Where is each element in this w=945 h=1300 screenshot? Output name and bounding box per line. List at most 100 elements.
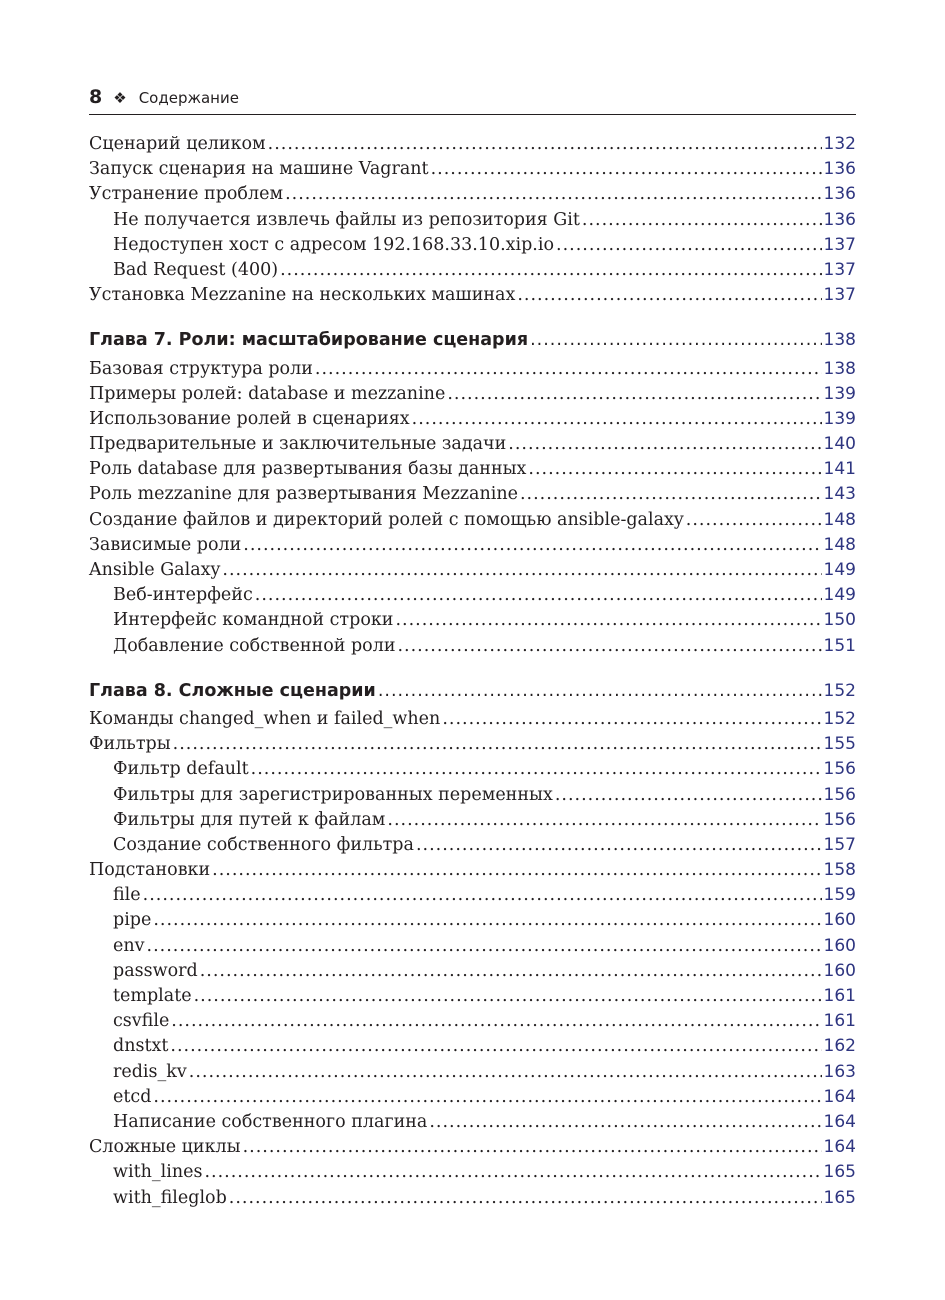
dot-leader bbox=[686, 508, 822, 533]
entry-page-number: 149 bbox=[823, 560, 856, 580]
dot-leader bbox=[447, 382, 821, 407]
toc-entry[interactable]: Фильтр default 156 bbox=[89, 757, 856, 782]
entry-title: Создание собственного фильтра bbox=[113, 834, 414, 855]
dot-leader bbox=[397, 634, 821, 659]
toc-entry[interactable]: etcd 164 bbox=[89, 1085, 856, 1110]
entry-title: with_lines bbox=[113, 1162, 203, 1183]
entry-page-number: 150 bbox=[823, 610, 856, 631]
entry-page-number: 139 bbox=[823, 408, 856, 429]
toc-entry[interactable]: Не получается извлечь файлы из репозитор… bbox=[89, 208, 856, 233]
toc-entry[interactable]: Роль mezzanine для развертывания Mezzani… bbox=[89, 482, 856, 507]
entry-page-number: 160 bbox=[823, 910, 856, 931]
dot-leader bbox=[517, 283, 821, 308]
toc-entry[interactable]: Создание собственного фильтра 157 bbox=[89, 833, 856, 858]
dot-leader bbox=[555, 783, 822, 808]
entry-page-number: 140 bbox=[823, 434, 856, 455]
dot-leader bbox=[508, 432, 821, 457]
dot-leader bbox=[147, 934, 822, 959]
toc-entry[interactable]: Недоступен хост с адресом 192.168.33.10.… bbox=[89, 233, 856, 258]
toc-entry[interactable]: pipe 160 bbox=[89, 908, 856, 933]
entry-page-number: 157 bbox=[823, 834, 856, 855]
entry-page-number: 156 bbox=[823, 784, 856, 805]
entry-title: Роль database для развертывания базы дан… bbox=[89, 459, 527, 480]
entry-page-number: 159 bbox=[823, 885, 856, 906]
toc-entry[interactable]: Команды changed_when и failed_when 152 bbox=[89, 707, 856, 732]
toc-entry[interactable]: Подстановки 158 bbox=[89, 858, 856, 883]
entry-title: template bbox=[113, 986, 192, 1006]
toc-entry[interactable]: redis_kv 163 bbox=[89, 1060, 856, 1085]
entry-title: Написание собственного плагина bbox=[113, 1111, 428, 1132]
toc-entry[interactable]: Устранение проблем 136 bbox=[89, 182, 856, 207]
dot-leader bbox=[212, 858, 821, 883]
dot-leader bbox=[204, 1160, 821, 1185]
toc-entry[interactable]: template 161 bbox=[89, 984, 856, 1009]
entry-title: pipe bbox=[113, 910, 152, 931]
entry-page-number: 164 bbox=[823, 1137, 856, 1158]
entry-title: Установка Mezzanine на нескольких машина… bbox=[89, 285, 516, 306]
toc-entry[interactable]: Использование ролей в сценариях 139 bbox=[89, 407, 856, 432]
dot-leader bbox=[153, 908, 821, 933]
dot-leader bbox=[530, 328, 821, 353]
toc-entry[interactable]: Фильтры для зарегистрированных переменны… bbox=[89, 783, 856, 808]
dot-leader bbox=[431, 157, 822, 182]
toc-entry[interactable]: Роль database для развертывания базы дан… bbox=[89, 457, 856, 482]
entry-title: dnstxt bbox=[113, 1036, 169, 1057]
dot-leader bbox=[412, 407, 822, 432]
toc-entry[interactable]: Предварительные и заключительные задачи 1… bbox=[89, 432, 856, 457]
entry-page-number: 161 bbox=[823, 1011, 856, 1032]
toc-entry[interactable]: password 160 bbox=[89, 959, 856, 984]
dot-leader bbox=[194, 984, 822, 1009]
dot-leader bbox=[243, 1135, 822, 1160]
toc-entry[interactable]: Сложные циклы 164 bbox=[89, 1135, 856, 1160]
entry-page-number: 156 bbox=[823, 809, 856, 830]
toc-entry[interactable]: Написание собственного плагина 164 bbox=[89, 1110, 856, 1135]
toc-entry[interactable]: Запуск сценария на машине Vagrant 136 bbox=[89, 157, 856, 182]
toc-entry[interactable]: csvfile 161 bbox=[89, 1009, 856, 1034]
toc-entry[interactable]: Создание файлов и директорий ролей с пом… bbox=[89, 508, 856, 533]
entry-page-number: 151 bbox=[823, 635, 856, 656]
toc-entry[interactable]: dnstxt 162 bbox=[89, 1034, 856, 1059]
dot-leader bbox=[243, 533, 821, 558]
dot-leader bbox=[416, 833, 822, 858]
toc-chapter-entry[interactable]: Глава 7. Роли: масштабирование сценария 1… bbox=[89, 328, 856, 353]
table-of-contents: Сценарий целиком 132 Запуск сценария на ма… bbox=[89, 132, 856, 1211]
toc-entry[interactable]: Базовая структура роли 138 bbox=[89, 357, 856, 382]
toc-entry[interactable]: Фильтры для путей к файлам 156 bbox=[89, 808, 856, 833]
entry-title: password bbox=[113, 960, 198, 981]
entry-title: env bbox=[113, 935, 145, 956]
toc-entry[interactable]: Веб-интерфейс 149 bbox=[89, 583, 856, 608]
toc-entry[interactable]: Сценарий целиком 132 bbox=[89, 132, 856, 157]
entry-title: etcd bbox=[113, 1086, 152, 1107]
toc-entry[interactable]: Примеры ролей: database и mezzanine 139 bbox=[89, 382, 856, 407]
entry-page-number: 136 bbox=[823, 209, 856, 230]
toc-entry[interactable]: Установка Mezzanine на нескольких машина… bbox=[89, 283, 856, 308]
toc-entry[interactable]: Ansible Galaxy 149 bbox=[89, 558, 856, 583]
toc-entry[interactable]: file 159 bbox=[89, 883, 856, 908]
dot-leader bbox=[395, 608, 821, 633]
toc-entry[interactable]: with_fileglob 165 bbox=[89, 1186, 856, 1211]
dot-leader bbox=[255, 583, 822, 608]
toc-entry[interactable]: Интерфейс командной строки 150 bbox=[89, 608, 856, 633]
dot-leader bbox=[429, 1110, 821, 1135]
entry-page-number: 155 bbox=[823, 734, 856, 755]
dot-leader bbox=[285, 182, 821, 207]
toc-entry[interactable]: Добавление собственной роли 151 bbox=[89, 634, 856, 659]
page-number: 8 bbox=[89, 86, 103, 108]
toc-entry[interactable]: with_lines 165 bbox=[89, 1160, 856, 1185]
toc-entry[interactable]: Фильтры 155 bbox=[89, 732, 856, 757]
toc-entry[interactable]: env 160 bbox=[89, 934, 856, 959]
entry-page-number: 141 bbox=[823, 459, 856, 480]
toc-entry[interactable]: Bad Request (400) 137 bbox=[89, 258, 856, 283]
dot-leader bbox=[143, 883, 822, 908]
entry-page-number: 138 bbox=[823, 358, 856, 379]
dot-leader bbox=[200, 959, 822, 984]
toc-entry[interactable]: Зависимые роли 148 bbox=[89, 533, 856, 558]
entry-page-number: 162 bbox=[823, 1036, 856, 1057]
dot-leader bbox=[520, 482, 822, 507]
entry-title: Bad Request (400) bbox=[113, 259, 279, 280]
dot-leader bbox=[153, 1085, 821, 1110]
toc-chapter-entry[interactable]: Глава 8. Сложные сценарии 152 bbox=[89, 679, 856, 704]
entry-page-number: 164 bbox=[823, 1111, 856, 1132]
running-header: 8 ❖ Содержание bbox=[89, 86, 856, 115]
entry-title: Примеры ролей: database и mezzanine bbox=[89, 383, 446, 404]
